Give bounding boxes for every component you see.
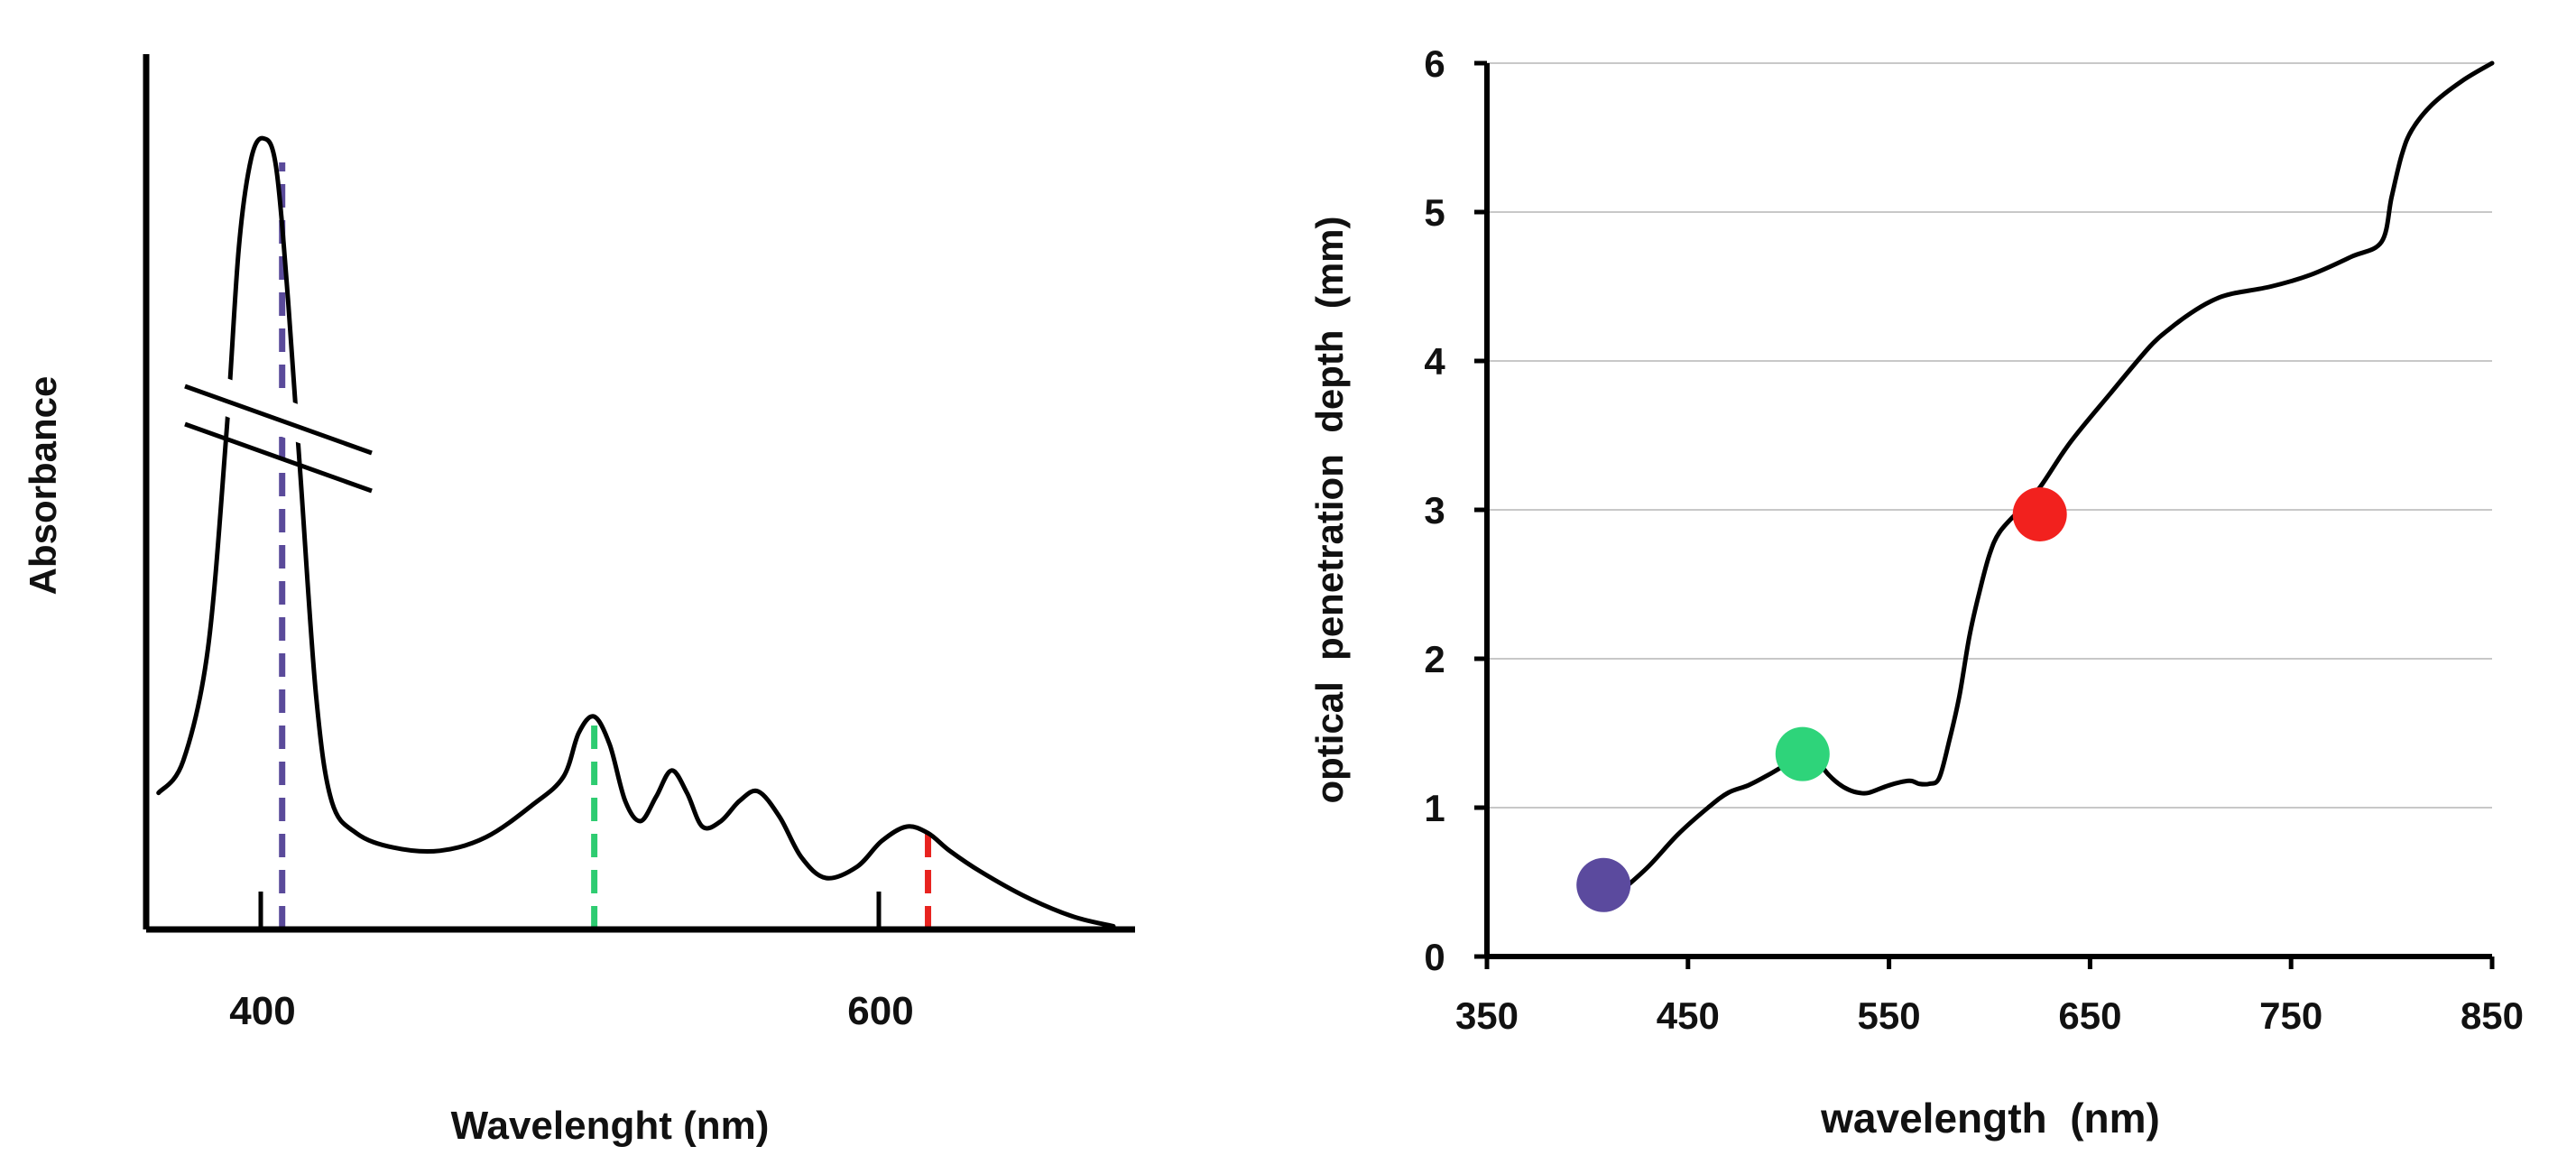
penetration-x-tick-label: 350 <box>1455 994 1519 1037</box>
absorbance-x-tick-label: 600 <box>847 989 913 1033</box>
penetration-y-tick-label: 0 <box>1424 936 1445 978</box>
penetration-x-tick-label: 550 <box>1858 994 1921 1037</box>
penetration-x-tick-label: 450 <box>1657 994 1720 1037</box>
penetration-x-tick-label: 650 <box>2058 994 2121 1037</box>
penetration-x-tick-label: 750 <box>2259 994 2322 1037</box>
penetration-axis-ticks: 0 1 2 3 4 5 6 350 450 550 650 750 850 <box>1424 42 2524 1037</box>
absorbance-x-axis-title: Wavelenght (nm) <box>451 1104 770 1148</box>
penetration-y-tick-label: 2 <box>1424 638 1445 680</box>
axis-break-symbol <box>162 359 388 494</box>
penetration-y-tick-label: 3 <box>1424 489 1445 532</box>
penetration-y-tick-label: 1 <box>1424 787 1445 829</box>
absorbance-excitation-markers <box>279 162 932 929</box>
penetration-x-tick-label: 850 <box>2461 994 2524 1037</box>
absorbance-x-tick-label: 400 <box>229 989 295 1033</box>
penetration-y-axis-title: optical penetration depth (mm) <box>1308 216 1351 803</box>
penetration-depth-chart: 0 1 2 3 4 5 6 350 450 550 650 750 850 wavelength (nm… <box>1308 42 2524 1142</box>
penetration-y-tick-label: 6 <box>1424 42 1445 85</box>
penetration-point-green <box>1775 726 1830 781</box>
penetration-point-violet <box>1576 857 1631 912</box>
penetration-y-tick-label: 4 <box>1424 340 1445 383</box>
penetration-gridlines <box>1487 62 2492 809</box>
absorbance-curve <box>156 135 1116 929</box>
penetration-x-axis-title: wavelength (nm) <box>1820 1095 2160 1142</box>
absorbance-chart: 400 600 Wavelenght (nm) Absorbance <box>22 54 1135 1148</box>
penetration-y-tick-label: 5 <box>1424 191 1445 234</box>
absorbance-y-axis-title: Absorbance <box>22 376 64 596</box>
absorbance-x-minor-ticks <box>258 892 882 927</box>
penetration-color-points <box>1576 486 2067 912</box>
penetration-curve <box>1615 60 2495 897</box>
penetration-point-red <box>2012 486 2067 541</box>
absorbance-x-tick-labels: 400 600 <box>229 989 913 1033</box>
